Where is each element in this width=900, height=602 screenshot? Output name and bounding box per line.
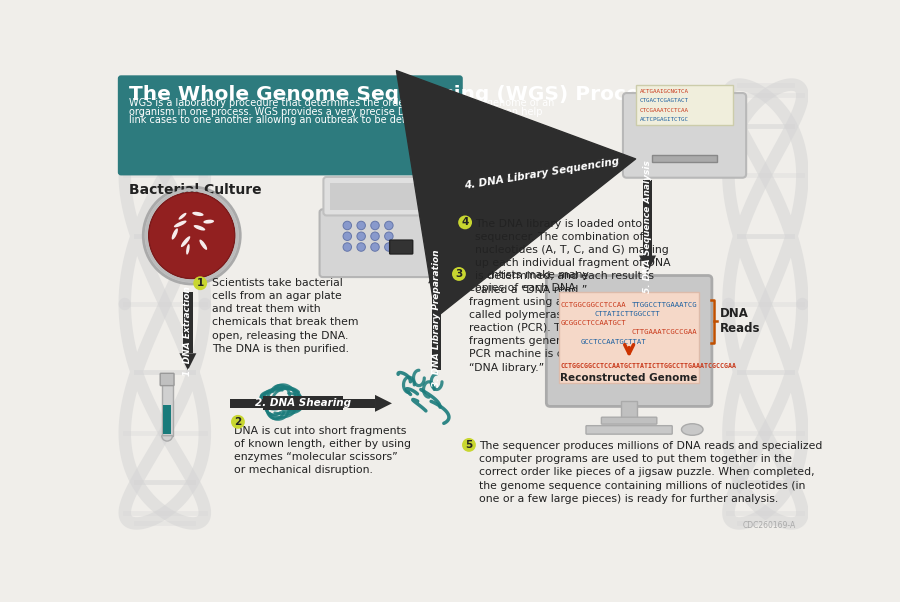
Circle shape — [148, 193, 235, 279]
Circle shape — [462, 438, 476, 452]
FancyBboxPatch shape — [492, 167, 592, 181]
Text: WGS is a laboratory procedure that determines the order of bases in the genome o: WGS is a laboratory procedure that deter… — [129, 98, 554, 108]
Circle shape — [357, 222, 365, 230]
Polygon shape — [428, 266, 446, 283]
Circle shape — [194, 276, 207, 290]
Circle shape — [384, 243, 393, 251]
Circle shape — [371, 232, 379, 240]
Polygon shape — [179, 353, 196, 370]
Text: DNA
Reads: DNA Reads — [720, 308, 760, 335]
FancyBboxPatch shape — [390, 240, 413, 254]
Text: CCTGGCGGCCTCCAATGCTTATICTTGGCCTTGAAATCGCCGAA: CCTGGCGGCCTCCAATGCTTATICTTGGCCTTGAAATCGC… — [561, 363, 737, 369]
Text: Scientists make many
copies of each DNA
fragment using a process
called polymera: Scientists make many copies of each DNA … — [469, 270, 616, 373]
Text: ACTGAAIGCNGTCA: ACTGAAIGCNGTCA — [640, 89, 688, 94]
Ellipse shape — [174, 220, 186, 228]
FancyBboxPatch shape — [601, 417, 657, 424]
Text: GCCTCCAATGCTTAT: GCCTCCAATGCTTAT — [580, 339, 646, 345]
Polygon shape — [375, 395, 392, 412]
Circle shape — [458, 216, 472, 229]
Ellipse shape — [172, 228, 178, 240]
Text: 3. DNA Library Preparation: 3. DNA Library Preparation — [432, 249, 441, 387]
Text: Reconstructed Genome: Reconstructed Genome — [561, 373, 698, 382]
FancyBboxPatch shape — [320, 209, 434, 277]
Circle shape — [357, 243, 365, 251]
FancyBboxPatch shape — [636, 84, 734, 125]
Text: CTGACTCGAGTACT: CTGACTCGAGTACT — [640, 98, 688, 104]
FancyBboxPatch shape — [432, 283, 441, 370]
Text: 3: 3 — [455, 269, 463, 279]
Text: 2. DNA Shearing: 2. DNA Shearing — [255, 399, 351, 408]
Circle shape — [357, 232, 365, 240]
Text: TTGGCCTTGAAATCG: TTGGCCTTGAAATCG — [632, 302, 698, 308]
Ellipse shape — [193, 212, 203, 216]
FancyBboxPatch shape — [652, 155, 717, 163]
Text: 4: 4 — [462, 217, 469, 228]
Text: 5: 5 — [465, 440, 472, 450]
Circle shape — [143, 187, 240, 284]
Text: Scientists take bacterial
cells from an agar plate
and treat them with
chemicals: Scientists take bacterial cells from an … — [212, 278, 358, 354]
Circle shape — [371, 243, 379, 251]
Text: CTTATICTTGGCCTT: CTTATICTTGGCCTT — [594, 311, 660, 317]
Circle shape — [452, 267, 466, 281]
Text: organism in one process. WGS provides a very precise DNA fingerprint that can he: organism in one process. WGS provides a … — [129, 107, 542, 117]
FancyBboxPatch shape — [263, 396, 343, 411]
FancyBboxPatch shape — [162, 383, 173, 436]
Circle shape — [384, 232, 393, 240]
Circle shape — [343, 232, 352, 240]
Text: GCGGCCTCCAATGCT: GCGGCCTCCAATGCT — [561, 320, 626, 326]
FancyBboxPatch shape — [623, 93, 746, 178]
Text: ACTCPGAGITCTGC: ACTCPGAGITCTGC — [640, 117, 688, 122]
Text: DNA is cut into short fragments
of known length, either by using
enzymes “molecu: DNA is cut into short fragments of known… — [234, 426, 411, 475]
FancyBboxPatch shape — [323, 177, 429, 216]
Polygon shape — [639, 255, 656, 273]
FancyBboxPatch shape — [621, 401, 637, 420]
FancyBboxPatch shape — [586, 426, 672, 434]
Ellipse shape — [178, 213, 186, 220]
FancyBboxPatch shape — [160, 373, 174, 386]
Ellipse shape — [181, 236, 190, 247]
FancyBboxPatch shape — [163, 405, 171, 434]
Text: CDC260169-A: CDC260169-A — [743, 521, 796, 530]
Text: 5. DNA Sequence Analysis: 5. DNA Sequence Analysis — [644, 160, 652, 293]
Ellipse shape — [681, 424, 703, 435]
Circle shape — [384, 222, 393, 230]
Ellipse shape — [200, 240, 207, 250]
Wedge shape — [162, 436, 173, 441]
Text: link cases to one another allowing an outbreak to be detected and solved sooner.: link cases to one another allowing an ou… — [129, 116, 527, 125]
FancyBboxPatch shape — [643, 180, 652, 255]
Circle shape — [371, 222, 379, 230]
FancyBboxPatch shape — [330, 183, 423, 210]
Ellipse shape — [194, 225, 205, 231]
Text: The DNA library is loaded onto a
sequencer. The combination of
nucleotides (A, T: The DNA library is loaded onto a sequenc… — [475, 219, 670, 294]
Circle shape — [231, 415, 245, 429]
Text: CTTGAAATCGCCGAA: CTTGAAATCGCCGAA — [632, 329, 698, 335]
Text: 1. DNA Extraction: 1. DNA Extraction — [184, 286, 193, 376]
Circle shape — [343, 222, 352, 230]
FancyBboxPatch shape — [560, 293, 698, 383]
Text: CTCGAAATCCTCAA: CTCGAAATCCTCAA — [640, 108, 688, 113]
Text: The Whole Genome Sequencing (WGS) Process: The Whole Genome Sequencing (WGS) Proces… — [129, 84, 663, 104]
Ellipse shape — [203, 220, 214, 223]
Text: 4. DNA Library Sequencing: 4. DNA Library Sequencing — [464, 157, 620, 191]
FancyBboxPatch shape — [546, 276, 712, 406]
Text: CCTGGCGGCCTCCAA: CCTGGCGGCCTCCAA — [561, 302, 626, 308]
FancyBboxPatch shape — [184, 292, 193, 353]
Circle shape — [343, 243, 352, 251]
Text: Bacterial Culture: Bacterial Culture — [129, 183, 261, 197]
FancyBboxPatch shape — [118, 75, 463, 175]
Ellipse shape — [186, 244, 190, 255]
Text: 2: 2 — [234, 417, 241, 427]
FancyBboxPatch shape — [230, 399, 375, 408]
Text: The sequencer produces millions of DNA reads and specialized
computer programs a: The sequencer produces millions of DNA r… — [479, 441, 823, 504]
Text: 1: 1 — [196, 278, 203, 288]
